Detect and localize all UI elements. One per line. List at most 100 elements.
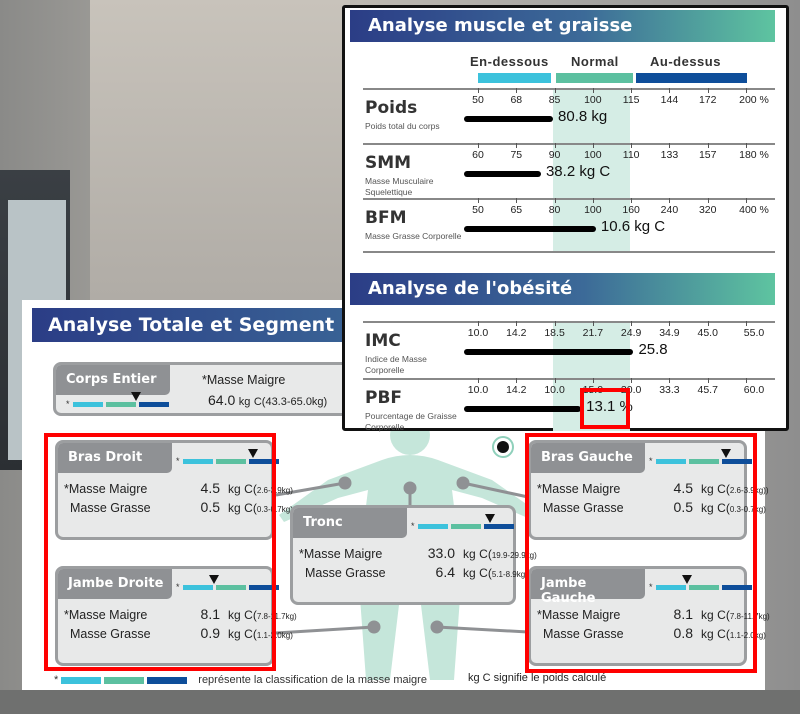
background-photo bbox=[90, 0, 350, 300]
tick-label: 34.9 bbox=[659, 327, 680, 339]
row-value: 0.9 bbox=[200, 625, 220, 641]
tick-label: 90 bbox=[548, 149, 561, 161]
legend-star: * bbox=[54, 674, 59, 686]
poids-bar bbox=[464, 116, 554, 122]
pbf-label: PBF bbox=[365, 388, 403, 408]
tick-label: 45.0 bbox=[697, 327, 718, 339]
tick-label: 24.9 bbox=[620, 327, 642, 339]
segment-classification: * bbox=[649, 448, 752, 466]
row-label: Masse Grasse bbox=[543, 501, 624, 515]
pbf-value: 13.1 % bbox=[586, 398, 633, 415]
row-label: *Masse Maigre bbox=[64, 482, 148, 496]
tick-label: 110 bbox=[622, 149, 640, 161]
tick-label: 80 bbox=[548, 204, 561, 216]
tick-label: 157 bbox=[698, 149, 717, 161]
pbf-sublabel: Pourcentage de Graisse Corporelle bbox=[365, 411, 457, 432]
smm-value: 38.2 kg C bbox=[545, 163, 611, 180]
tick-label: 10.0 bbox=[544, 384, 565, 396]
row-range: C(2.6-3.9kg)) bbox=[717, 482, 769, 496]
tick-label: 45.7 bbox=[697, 384, 718, 396]
row-unit: kg bbox=[463, 547, 476, 561]
background-floor bbox=[0, 690, 800, 714]
classification-marker bbox=[484, 513, 495, 523]
imc-bar bbox=[464, 349, 634, 355]
tick-label: 33.3 bbox=[659, 384, 680, 396]
legend-kgc: kg C signifie le poids calculé bbox=[468, 672, 607, 684]
tick-label: 172 bbox=[698, 94, 717, 106]
segment-title: Bras Droit bbox=[58, 443, 172, 473]
row-label: Masse Grasse bbox=[305, 566, 386, 580]
tick-label: 115 bbox=[622, 94, 640, 106]
classification-marker bbox=[209, 574, 220, 584]
highlight-box-left-side bbox=[525, 433, 757, 673]
tick-label: 60 bbox=[472, 149, 484, 161]
row-label: *Masse Maigre bbox=[537, 482, 621, 496]
bfm-sublabel: Masse Grasse Corporelle bbox=[365, 231, 462, 241]
whole-lean-label: *Masse Maigre bbox=[202, 373, 286, 387]
classification-marker bbox=[682, 574, 693, 584]
row-value: 4.5 bbox=[200, 480, 220, 496]
row-unit: kg bbox=[228, 608, 241, 622]
row-label: Masse Grasse bbox=[543, 627, 624, 641]
classification-marker bbox=[720, 448, 731, 458]
row-unit: kg bbox=[228, 482, 241, 496]
segment-row: *Masse Maigre 8.1 kg C(7.8-11.7kg) bbox=[537, 606, 770, 622]
segment-title: Tronc bbox=[293, 508, 407, 538]
imc-sublabel: Indice de Masse Corporelle bbox=[365, 354, 427, 375]
row-range: C(19.9-29.9kg) bbox=[479, 547, 537, 561]
category-above: Au-dessus bbox=[650, 54, 721, 69]
row-value: 6.4 bbox=[435, 564, 455, 580]
tick-label: 60.0 bbox=[743, 384, 765, 396]
row-value: 4.5 bbox=[673, 480, 693, 496]
row-unit: kg bbox=[701, 482, 714, 496]
tick-label: 180 % bbox=[739, 149, 769, 161]
classification-marker bbox=[130, 391, 141, 401]
row-range: C(1.1-2.0kg) bbox=[717, 627, 766, 641]
legend: * représente la classification de la mas… bbox=[54, 674, 427, 686]
segment-row: *Masse Maigre 33.0 kg C(19.9-29.9kg) bbox=[299, 545, 537, 561]
muscle-fat-panel: Analyse muscle et graisse En-dessous Nor… bbox=[342, 5, 789, 432]
segment-title: Jambe Gauche bbox=[531, 569, 645, 606]
row-unit: kg bbox=[701, 501, 714, 515]
whole-body-classification: * bbox=[66, 391, 169, 409]
row-range: C(7.8-11.7kg) bbox=[717, 608, 770, 622]
normal-bar bbox=[556, 73, 633, 83]
bfm-bar bbox=[464, 226, 596, 232]
row-value: 0.5 bbox=[200, 499, 220, 515]
segment-card-jambe-gauche: Jambe Gauche * *Masse Maigre 8.1 kg C(7.8-… bbox=[528, 566, 770, 666]
row-value: 33.0 bbox=[427, 545, 455, 561]
row-label: Masse Grasse bbox=[70, 627, 151, 641]
row-divider bbox=[363, 321, 775, 323]
segment-classification: * bbox=[176, 448, 279, 466]
row-value: 0.5 bbox=[673, 499, 693, 515]
segment-row: Masse Grasse 0.5 kg C(0.3-0.7kg) bbox=[543, 499, 766, 515]
obesity-title: Analyse de l'obésité bbox=[350, 273, 775, 305]
tick-label: 14.2 bbox=[506, 384, 527, 396]
whole-body-card: Corps Entier * *Masse Maigre 64.0 kg C(4… bbox=[53, 362, 353, 416]
normal-band-obesity bbox=[553, 321, 630, 431]
classification-marker bbox=[247, 448, 258, 458]
tick-label: 50 bbox=[472, 94, 484, 106]
muscle-fat-title: Analyse muscle et graisse bbox=[350, 10, 775, 42]
segment-card-bras-gauche: Bras Gauche * *Masse Maigre 4.5 kg C(2.6-3… bbox=[528, 440, 769, 540]
row-unit: kg bbox=[228, 627, 241, 641]
row-range: C(5.1-8.9kg) bbox=[479, 566, 528, 580]
smm-bar bbox=[464, 171, 541, 177]
tick-label: 400 % bbox=[739, 204, 769, 216]
tick-label: 75 bbox=[510, 149, 523, 161]
poids-sublabel: Poids total du corps bbox=[365, 121, 440, 131]
row-range: C(7.8-11.7kg) bbox=[244, 608, 297, 622]
smm-label: SMM bbox=[365, 153, 412, 173]
tick-label: 240 bbox=[660, 204, 679, 216]
tick-label: 50 bbox=[472, 204, 484, 216]
segment-classification: * bbox=[176, 574, 279, 592]
highlight-box-right-side bbox=[44, 433, 276, 671]
row-label: *Masse Maigre bbox=[299, 547, 383, 561]
tick-label: 55.0 bbox=[743, 327, 765, 339]
tick-label: 100 bbox=[584, 149, 602, 161]
row-divider bbox=[363, 143, 775, 145]
segment-classification: * bbox=[649, 574, 752, 592]
whole-body-title: Corps Entier bbox=[56, 365, 170, 395]
row-label: *Masse Maigre bbox=[64, 608, 148, 622]
row-value: 8.1 bbox=[200, 606, 220, 622]
